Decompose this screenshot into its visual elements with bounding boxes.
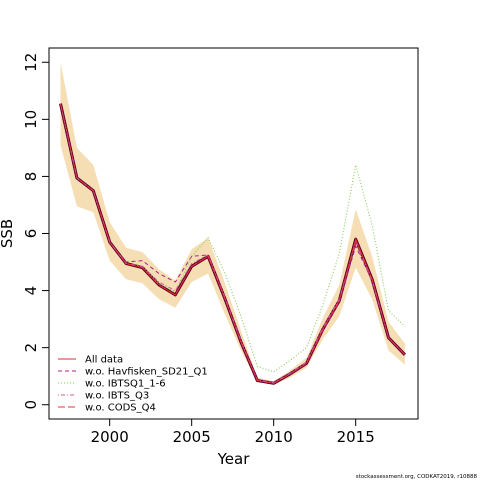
confidence-band-layer: [60, 62, 405, 385]
y-tick-label: 4: [22, 286, 40, 296]
y-tick-label: 6: [22, 229, 40, 239]
x-axis: 2000 2005 2010 2015: [91, 418, 375, 446]
series-line-5: [60, 103, 406, 384]
y-tick-label: 0: [22, 400, 40, 410]
x-tick-label: 2000: [91, 428, 129, 446]
legend-label: w.o. CODS_Q4: [85, 403, 156, 414]
legend-label: w.o. Havfisken_SD21_Q1: [85, 367, 208, 378]
footer-credit: stockassessment.org, CODKAT2019, r10888: [356, 474, 478, 480]
y-axis-title: SSB: [0, 219, 16, 248]
base-estimate-line: [59, 103, 406, 385]
y-tick-label: 2: [22, 343, 40, 353]
x-tick-label: 2005: [173, 428, 211, 446]
legend-label: w.o. IBTS_Q3: [85, 391, 149, 402]
x-axis-title: Year: [217, 450, 251, 468]
series-layer: [59, 103, 406, 385]
y-tick-label: 8: [22, 172, 40, 182]
legend-label: All data: [85, 355, 123, 366]
y-tick-label: 10: [22, 110, 40, 129]
legend-label: w.o. IBTSQ1_1-6: [85, 379, 166, 390]
x-tick-label: 2010: [255, 428, 293, 446]
x-tick-label: 2015: [337, 428, 375, 446]
y-tick-label: 12: [22, 53, 40, 72]
confidence-band: [60, 62, 405, 385]
y-axis: 0 2 4 6 8 10 12: [22, 53, 50, 410]
